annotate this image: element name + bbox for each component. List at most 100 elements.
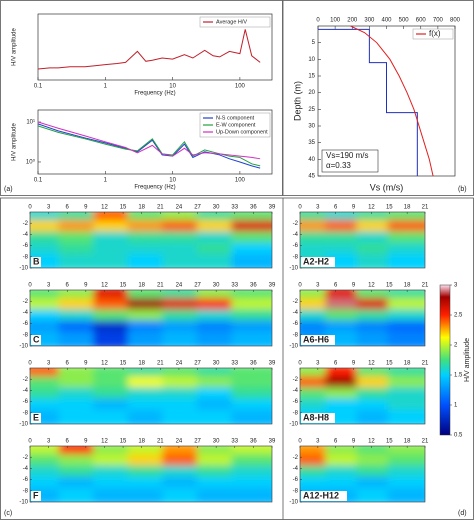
- x-tick-label: 12: [101, 205, 108, 211]
- x-tick-label: 27: [194, 205, 201, 211]
- x-tick-label: 0: [28, 205, 32, 211]
- series-line: [37, 125, 261, 167]
- series-line: [318, 28, 418, 176]
- y-tick-label: 10¹: [26, 120, 35, 126]
- y-tick-label: -4: [293, 388, 299, 394]
- series-line: [350, 25, 434, 177]
- x-tick-label: 6: [66, 205, 70, 211]
- heatmap-clip: [30, 368, 272, 424]
- y-tick-label: -4: [23, 232, 29, 238]
- y-tick-label: -2: [23, 377, 29, 383]
- x-tick-label: 12: [101, 283, 108, 289]
- y-tick-label: -6: [23, 477, 29, 483]
- x-tick-label: 6: [66, 361, 70, 367]
- y-tick-label: -4: [23, 310, 29, 316]
- x-axis-label: Frequency (Hz): [134, 91, 175, 97]
- plot-frame: [299, 445, 426, 503]
- x-tick-label: 400: [381, 18, 392, 24]
- heatmap-cells: [30, 368, 272, 424]
- legend-box: [199, 16, 271, 28]
- plot-frame: [299, 211, 426, 269]
- x-tick-label: 100: [330, 18, 341, 24]
- x-tick-label: 700: [433, 18, 444, 24]
- x-tick-label: 18: [404, 205, 411, 211]
- x-tick-label: 15: [120, 283, 127, 289]
- x-tick-label: 12: [368, 283, 375, 289]
- x-tick-label: 3: [316, 361, 320, 367]
- legend-label: f(x): [429, 29, 441, 38]
- x-tick-label: 24: [176, 439, 183, 445]
- x-tick-label: 6: [66, 283, 70, 289]
- y-tick-label: -10: [289, 500, 298, 506]
- y-tick-label: -4: [293, 232, 299, 238]
- x-tick-label: 15: [386, 439, 393, 445]
- panel-title-bg: [31, 257, 41, 267]
- x-tick-label: 27: [194, 361, 201, 367]
- x-tick-label: 15: [386, 205, 393, 211]
- x-tick-label: 39: [269, 439, 276, 445]
- y-tick-label: -2: [23, 221, 29, 227]
- x-tick-label: 15: [120, 205, 127, 211]
- x-tick-label: 0.1: [34, 84, 43, 90]
- heatmap-cell: [387, 253, 425, 268]
- x-tick-label: 600: [416, 18, 427, 24]
- y-tick-label: -6: [293, 321, 299, 327]
- x-tick-label: 21: [422, 283, 429, 289]
- colorbar-tick-label: 3: [454, 283, 458, 289]
- y-tick-label: -10: [19, 422, 28, 428]
- y-tick-label: -2: [293, 377, 299, 383]
- legend-label: E-W component: [216, 122, 256, 128]
- y-tick-label: -6: [293, 399, 299, 405]
- x-tick-label: 24: [176, 283, 183, 289]
- colorbar: [439, 284, 451, 436]
- heatmap-cell: [231, 253, 272, 268]
- x-tick-label: 6: [334, 205, 338, 211]
- colorbar-label: H/V amplitude: [464, 338, 471, 382]
- y-tick-label: 35: [308, 140, 315, 146]
- x-tick-label: 18: [138, 361, 145, 367]
- panel-title-bg: [301, 413, 335, 423]
- colorbar-tick-label: 0.5: [454, 433, 463, 439]
- panel-a-frame: [0, 0, 283, 196]
- y-axis-label: H/V amplitude: [12, 27, 18, 65]
- x-tick-label: 39: [269, 283, 276, 289]
- y-tick-label: -10: [19, 500, 28, 506]
- panel-title: A8-H8: [303, 412, 329, 422]
- y-tick-label: -2: [293, 299, 299, 305]
- heatmap-clip: [300, 290, 425, 346]
- panel-title-bg: [301, 491, 347, 501]
- x-tick-label: 33: [231, 205, 238, 211]
- x-tick-label: 18: [138, 283, 145, 289]
- x-tick-label: 0: [298, 205, 302, 211]
- x-tick-label: 33: [231, 283, 238, 289]
- y-tick-label: -2: [23, 455, 29, 461]
- x-tick-label: 21: [422, 361, 429, 367]
- panel-title-bg: [301, 257, 335, 267]
- x-tick-label: 3: [47, 439, 51, 445]
- x-tick-label: 12: [368, 205, 375, 211]
- y-tick-label: -2: [293, 221, 299, 227]
- x-tick-label: 21: [157, 283, 164, 289]
- x-tick-label: 33: [231, 439, 238, 445]
- heatmap-cell: [387, 487, 425, 502]
- y-tick-label: -6: [23, 399, 29, 405]
- plot-frame: [29, 367, 273, 425]
- heatmap-cell: [387, 331, 425, 346]
- x-tick-label: 9: [84, 205, 88, 211]
- panel-title: C: [33, 334, 40, 344]
- x-tick-label: 0: [298, 361, 302, 367]
- heatmap-cell: [231, 487, 272, 502]
- x-tick-label: 21: [422, 205, 429, 211]
- annotation: α=0.33: [326, 161, 351, 170]
- y-tick-label: -10: [289, 344, 298, 350]
- x-tick-label: 36: [250, 283, 257, 289]
- series-line: [37, 29, 261, 70]
- x-tick-label: 3: [47, 283, 51, 289]
- x-tick-label: 15: [386, 361, 393, 367]
- panel-title-bg: [31, 413, 41, 423]
- y-tick-label: -8: [293, 332, 299, 338]
- x-tick-label: 6: [66, 439, 70, 445]
- y-tick-label: -6: [293, 243, 299, 249]
- legend-label: Up-Down component: [216, 129, 268, 135]
- y-tick-label: 20: [308, 90, 315, 96]
